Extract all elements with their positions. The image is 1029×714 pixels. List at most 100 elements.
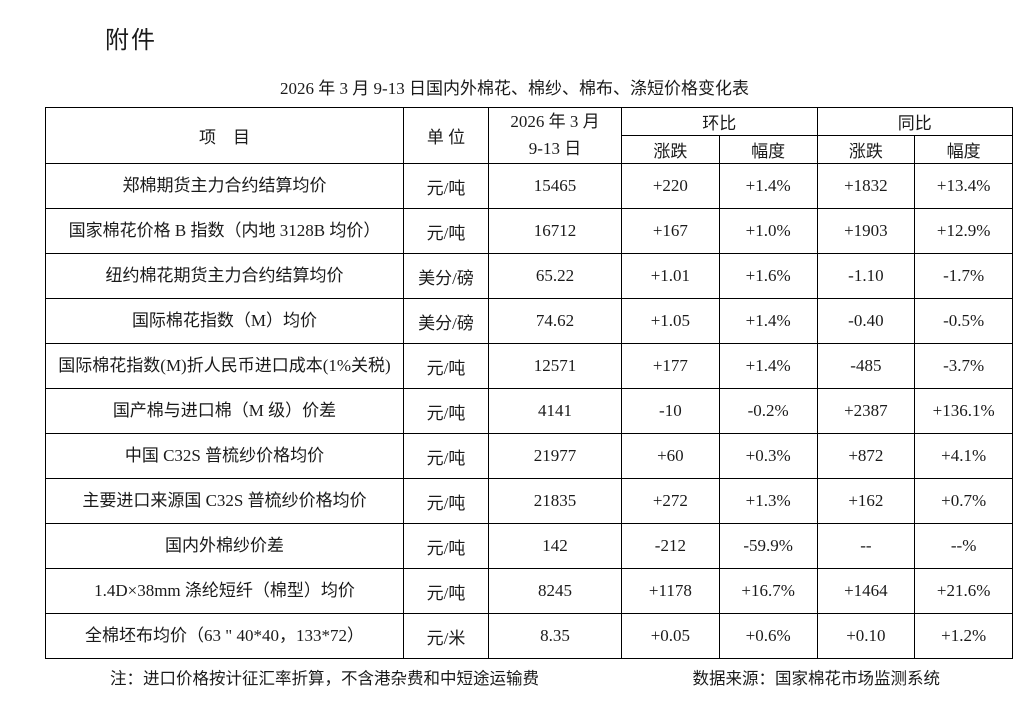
table-row: 国际棉花指数（M）均价 美分/磅 74.62 +1.05 +1.4% -0.40 -0.5% (45, 298, 1013, 344)
cell-yoy-rate: -0.5% (914, 298, 1013, 344)
attachment-label: 附件 (105, 28, 157, 54)
cell-yoy-rate: +13.4% (914, 163, 1013, 209)
cell-yoy-change: -- (816, 523, 916, 569)
cell-value: 65.22 (488, 253, 622, 299)
cell-unit: 元/吨 (403, 478, 489, 524)
cell-yoy-rate: +12.9% (914, 208, 1013, 254)
cell-mom-rate: +0.3% (718, 433, 818, 479)
cell-mom-change: +167 (621, 208, 720, 254)
cell-value: 4141 (488, 388, 622, 434)
header-period: 2026 年 3 月 9-13 日 (488, 107, 622, 164)
cell-value: 142 (488, 523, 622, 569)
cell-yoy-change: +0.10 (816, 613, 916, 659)
cell-yoy-rate: -1.7% (914, 253, 1013, 299)
cell-unit: 美分/磅 (403, 253, 489, 299)
cell-unit: 元/米 (403, 613, 489, 659)
cell-mom-change: -10 (621, 388, 720, 434)
cell-yoy-change: -0.40 (816, 298, 916, 344)
table-row: 国际棉花指数(M)折人民币进口成本(1%关税) 元/吨 12571 +177 +1.4%… (45, 343, 1013, 389)
table-row: 1.4D×38mm 涤纶短纤（棉型）均价 元/吨 8245 +1178 +16.7% +1… (45, 568, 1013, 614)
footnote: 注：进口价格按计征汇率折算，不含港杂费和中短途运输费 (110, 669, 539, 688)
cell-mom-rate: -59.9% (718, 523, 818, 569)
cell-mom-change: +220 (621, 163, 720, 209)
cell-yoy-change: +872 (816, 433, 916, 479)
cell-unit: 元/吨 (403, 523, 489, 569)
cell-mom-rate: +1.0% (718, 208, 818, 254)
cell-item: 主要进口来源国 C32S 普梳纱价格均价 (45, 478, 404, 524)
cell-mom-rate: -0.2% (718, 388, 818, 434)
cell-mom-rate: +1.6% (718, 253, 818, 299)
cell-mom-rate: +16.7% (718, 568, 818, 614)
cell-yoy-change: +1903 (816, 208, 916, 254)
header-row-top: 项 目 单 位 2026 年 3 月 9-13 日 环比 同比 (45, 107, 1013, 164)
header-yoy-change: 涨跌 (816, 135, 916, 164)
cell-yoy-rate: +21.6% (914, 568, 1013, 614)
header-period-line1: 2026 年 3 月 (510, 112, 600, 132)
table-row: 全棉坯布均价（63 " 40*40，133*72） 元/米 8.35 +0.05 +0.… (45, 613, 1013, 659)
header-mom-rate: 幅度 (718, 135, 818, 164)
cell-mom-rate: +1.4% (718, 343, 818, 389)
cell-item: 国家棉花价格 B 指数（内地 3128B 均价） (45, 208, 404, 254)
cell-unit: 元/吨 (403, 433, 489, 479)
cell-unit: 元/吨 (403, 208, 489, 254)
table-row: 中国 C32S 普梳纱价格均价 元/吨 21977 +60 +0.3% +872 +4.1% (45, 433, 1013, 479)
header-period-line2: 9-13 日 (528, 138, 582, 158)
cell-yoy-change: -485 (816, 343, 916, 389)
cell-yoy-change: +162 (816, 478, 916, 524)
cell-item: 中国 C32S 普梳纱价格均价 (45, 433, 404, 479)
header-yoy-group: 同比 (816, 107, 1013, 136)
cell-mom-rate: +1.4% (718, 163, 818, 209)
cell-item: 国际棉花指数（M）均价 (45, 298, 404, 344)
cell-mom-change: +1178 (621, 568, 720, 614)
cell-mom-rate: +1.4% (718, 298, 818, 344)
cell-yoy-rate: --% (914, 523, 1013, 569)
cell-yoy-rate: -3.7% (914, 343, 1013, 389)
cell-mom-change: +60 (621, 433, 720, 479)
cell-mom-rate: +0.6% (718, 613, 818, 659)
cell-yoy-rate: +1.2% (914, 613, 1013, 659)
cell-unit: 美分/磅 (403, 298, 489, 344)
cell-unit: 元/吨 (403, 388, 489, 434)
cell-mom-change: -212 (621, 523, 720, 569)
cell-value: 12571 (488, 343, 622, 389)
cell-yoy-change: -1.10 (816, 253, 916, 299)
cell-value: 8245 (488, 568, 622, 614)
table-body: 郑棉期货主力合约结算均价 元/吨 15465 +220 +1.4% +1832 +13.4%… (45, 163, 1013, 659)
table-header: 项 目 单 位 2026 年 3 月 9-13 日 环比 同比 涨跌 幅度 涨跌… (45, 107, 1013, 164)
cell-yoy-change: +1464 (816, 568, 916, 614)
header-item: 项 目 (45, 107, 404, 164)
header-row-sub: 涨跌 幅度 涨跌 幅度 (46, 135, 1013, 164)
table-row: 主要进口来源国 C32S 普梳纱价格均价 元/吨 21835 +272 +1.3% +16… (45, 478, 1013, 524)
cell-yoy-change: +1832 (816, 163, 916, 209)
cell-mom-change: +0.05 (621, 613, 720, 659)
cell-item: 国内外棉纱价差 (45, 523, 404, 569)
cell-item: 国际棉花指数(M)折人民币进口成本(1%关税) (45, 343, 404, 389)
cell-unit: 元/吨 (403, 343, 489, 389)
price-change-table: 项 目 单 位 2026 年 3 月 9-13 日 环比 同比 涨跌 幅度 涨跌… (45, 107, 1013, 659)
cell-value: 16712 (488, 208, 622, 254)
cell-mom-change: +272 (621, 478, 720, 524)
cell-item: 纽约棉花期货主力合约结算均价 (45, 253, 404, 299)
cell-mom-change: +1.05 (621, 298, 720, 344)
cell-yoy-rate: +4.1% (914, 433, 1013, 479)
cell-value: 21977 (488, 433, 622, 479)
cell-value: 74.62 (488, 298, 622, 344)
table-row: 国产棉与进口棉（M 级）价差 元/吨 4141 -10 -0.2% +2387 +136.1… (45, 388, 1013, 434)
cell-unit: 元/吨 (403, 163, 489, 209)
cell-mom-rate: +1.3% (718, 478, 818, 524)
cell-mom-change: +177 (621, 343, 720, 389)
cell-item: 1.4D×38mm 涤纶短纤（棉型）均价 (45, 568, 404, 614)
cell-item: 全棉坯布均价（63 " 40*40，133*72） (45, 613, 404, 659)
cell-item: 郑棉期货主力合约结算均价 (45, 163, 404, 209)
table-row: 国家棉花价格 B 指数（内地 3128B 均价） 元/吨 16712 +167 +1.0… (45, 208, 1013, 254)
cell-value: 15465 (488, 163, 622, 209)
header-mom-change: 涨跌 (621, 135, 720, 164)
cell-yoy-rate: +0.7% (914, 478, 1013, 524)
cell-item: 国产棉与进口棉（M 级）价差 (45, 388, 404, 434)
header-yoy-rate: 幅度 (914, 135, 1013, 164)
table-row: 纽约棉花期货主力合约结算均价 美分/磅 65.22 +1.01 +1.6% -1.10 -1… (45, 253, 1013, 299)
cell-yoy-rate: +136.1% (914, 388, 1013, 434)
table-title: 2026 年 3 月 9-13 日国内外棉花、棉纱、棉布、涤短价格变化表 (280, 79, 749, 98)
cell-mom-change: +1.01 (621, 253, 720, 299)
